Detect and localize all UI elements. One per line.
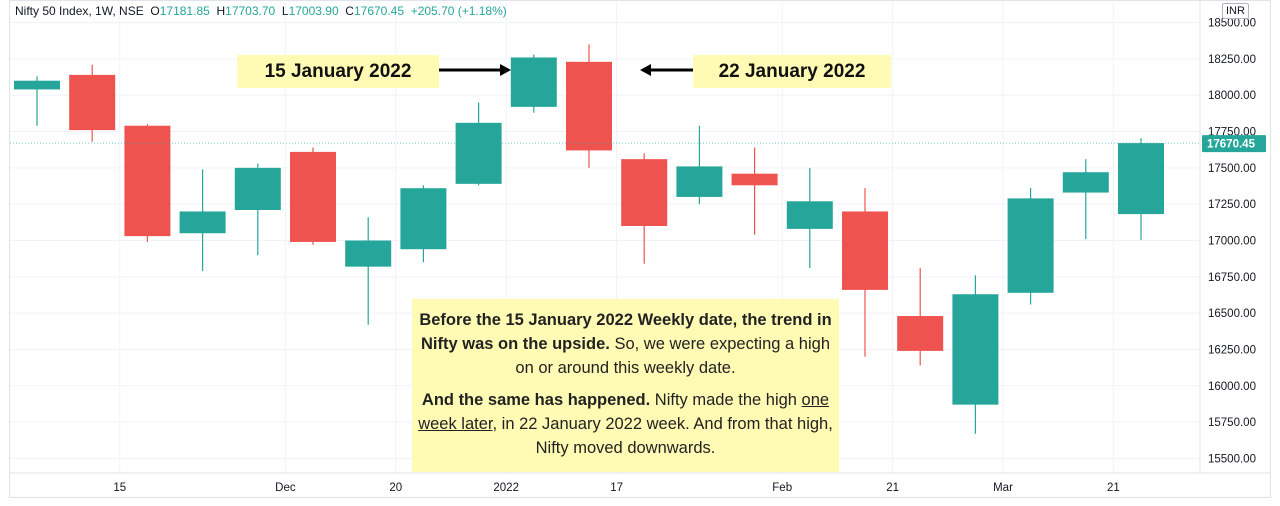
callout-22-january: 22 January 2022 bbox=[693, 55, 891, 88]
open-value: 17181.85 bbox=[159, 4, 210, 18]
candle-body bbox=[510, 57, 557, 107]
y-tick-label: 16250.00 bbox=[1208, 344, 1256, 356]
y-tick-label: 16000.00 bbox=[1208, 381, 1256, 393]
candle-body bbox=[345, 240, 392, 267]
y-tick-label: 16500.00 bbox=[1208, 308, 1256, 320]
high-value: 17703.70 bbox=[225, 4, 276, 18]
y-tick-label: 15750.00 bbox=[1208, 417, 1256, 429]
y-tick-label: 17500.00 bbox=[1208, 163, 1256, 175]
candle-body bbox=[124, 125, 171, 237]
analysis-note: Before the 15 January 2022 Weekly date, … bbox=[412, 299, 839, 472]
close-value: 17670.45 bbox=[353, 4, 405, 18]
callout-15-january: 15 January 2022 bbox=[237, 55, 439, 88]
arrow-left-head bbox=[640, 64, 651, 76]
candle-body bbox=[1118, 143, 1164, 215]
x-tick-label: 21 bbox=[1107, 482, 1120, 494]
symbol-line: Nifty 50 Index, 1W, NSE bbox=[15, 4, 144, 18]
candle-body bbox=[952, 294, 999, 405]
candle-body bbox=[621, 159, 668, 226]
x-tick-label: Mar bbox=[993, 482, 1013, 494]
x-tick-label: Dec bbox=[275, 482, 296, 494]
y-tick-label: 18000.00 bbox=[1208, 90, 1256, 102]
last-price-label: 17670.45 bbox=[1207, 139, 1256, 151]
y-tick-label: 17250.00 bbox=[1208, 199, 1256, 211]
low-value: 17003.90 bbox=[288, 4, 339, 18]
candle-body bbox=[566, 61, 612, 151]
candle-body bbox=[897, 316, 944, 351]
symbol-header: Nifty 50 Index, 1W, NSE O17181.85 H17703… bbox=[15, 4, 507, 18]
candle-body bbox=[455, 122, 502, 184]
candle-body bbox=[69, 74, 116, 131]
y-tick-label: 18500.00 bbox=[1208, 18, 1256, 30]
note-paragraph-2: And the same has happened. Nifty made th… bbox=[418, 391, 833, 457]
candle-body bbox=[731, 173, 778, 186]
change-value: +205.70 (+1.18%) bbox=[410, 4, 507, 18]
x-tick-label: 15 bbox=[113, 482, 126, 494]
candle-body bbox=[1007, 198, 1054, 293]
x-tick-label: Feb bbox=[772, 482, 792, 494]
candle-body bbox=[290, 151, 336, 242]
candle-body bbox=[179, 211, 226, 234]
x-tick-label: 2022 bbox=[493, 482, 519, 494]
currency-badge[interactable]: INR bbox=[1222, 3, 1249, 19]
y-tick-label: 16750.00 bbox=[1208, 272, 1256, 284]
x-tick-label: 20 bbox=[389, 482, 402, 494]
x-tick-label: 17 bbox=[610, 482, 623, 494]
y-tick-label: 17000.00 bbox=[1208, 236, 1256, 248]
candle-body bbox=[786, 201, 833, 229]
x-tick-label: 21 bbox=[886, 482, 899, 494]
y-tick-label: 18250.00 bbox=[1208, 54, 1256, 66]
candle-body bbox=[676, 166, 723, 197]
candle-body bbox=[400, 188, 447, 250]
arrow-right-head bbox=[500, 64, 511, 76]
chart-frame bbox=[9, 0, 1271, 498]
last-price-badge bbox=[1202, 135, 1266, 153]
y-tick-label: 15500.00 bbox=[1208, 453, 1256, 465]
candle-body bbox=[1062, 172, 1109, 193]
note-paragraph-1: Before the 15 January 2022 Weekly date, … bbox=[419, 311, 832, 377]
candle-body bbox=[234, 167, 281, 210]
candle-body bbox=[14, 80, 60, 90]
candle-body bbox=[842, 211, 888, 290]
